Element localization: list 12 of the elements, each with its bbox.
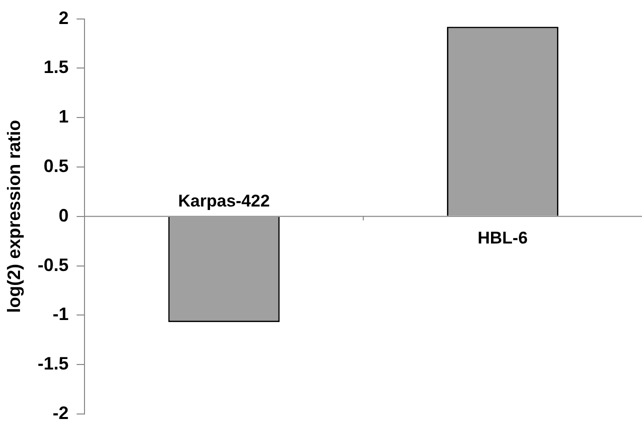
y-tick-label: 2 xyxy=(58,8,69,28)
x-tick-label: HBL-6 xyxy=(478,228,528,248)
x-tick-label: Karpas-422 xyxy=(178,192,270,211)
y-tick-label: -2 xyxy=(52,402,69,423)
y-tick-label: 0.5 xyxy=(44,156,69,176)
y-axis-title: log(2) expression ratio xyxy=(4,120,24,313)
y-tick-label: 0 xyxy=(58,205,69,226)
y-tick-label: 1.5 xyxy=(44,57,69,78)
y-tick-label: 1 xyxy=(58,106,69,127)
y-tick-label: -0.5 xyxy=(38,254,69,275)
y-tick-label: -1 xyxy=(52,304,69,324)
y-tick-label: -1.5 xyxy=(38,354,69,374)
